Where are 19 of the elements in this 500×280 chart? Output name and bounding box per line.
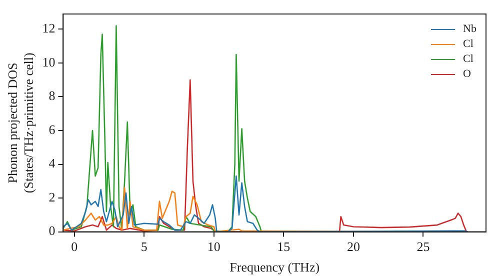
y-tick-label: 12 xyxy=(42,20,56,36)
y-tick-label: 6 xyxy=(48,122,56,137)
y-tick-label: 2 xyxy=(48,189,56,204)
legend-label: Cl xyxy=(463,52,474,67)
x-tick-label: 10 xyxy=(207,239,220,254)
x-tick-label: 5 xyxy=(140,239,148,254)
y-tick-label: 4 xyxy=(48,156,56,171)
y-axis-title: Phonon projected DOS (States/THz·primitive cell) xyxy=(5,52,36,194)
legend-label: Nb xyxy=(463,22,476,37)
y-tick-label: 8 xyxy=(48,88,56,104)
x-tick-label: 20 xyxy=(346,239,360,254)
y-tick-label: 10 xyxy=(42,54,56,70)
x-axis-title: Frequency (THz) xyxy=(230,260,320,275)
x-tick-label: 15 xyxy=(277,239,290,254)
x-tick-label: 0 xyxy=(71,239,78,254)
x-tick-label: 25 xyxy=(416,239,430,254)
y-tick-label: 0 xyxy=(48,223,56,238)
legend-label: O xyxy=(463,67,471,82)
legend-label: Cl xyxy=(463,37,474,52)
